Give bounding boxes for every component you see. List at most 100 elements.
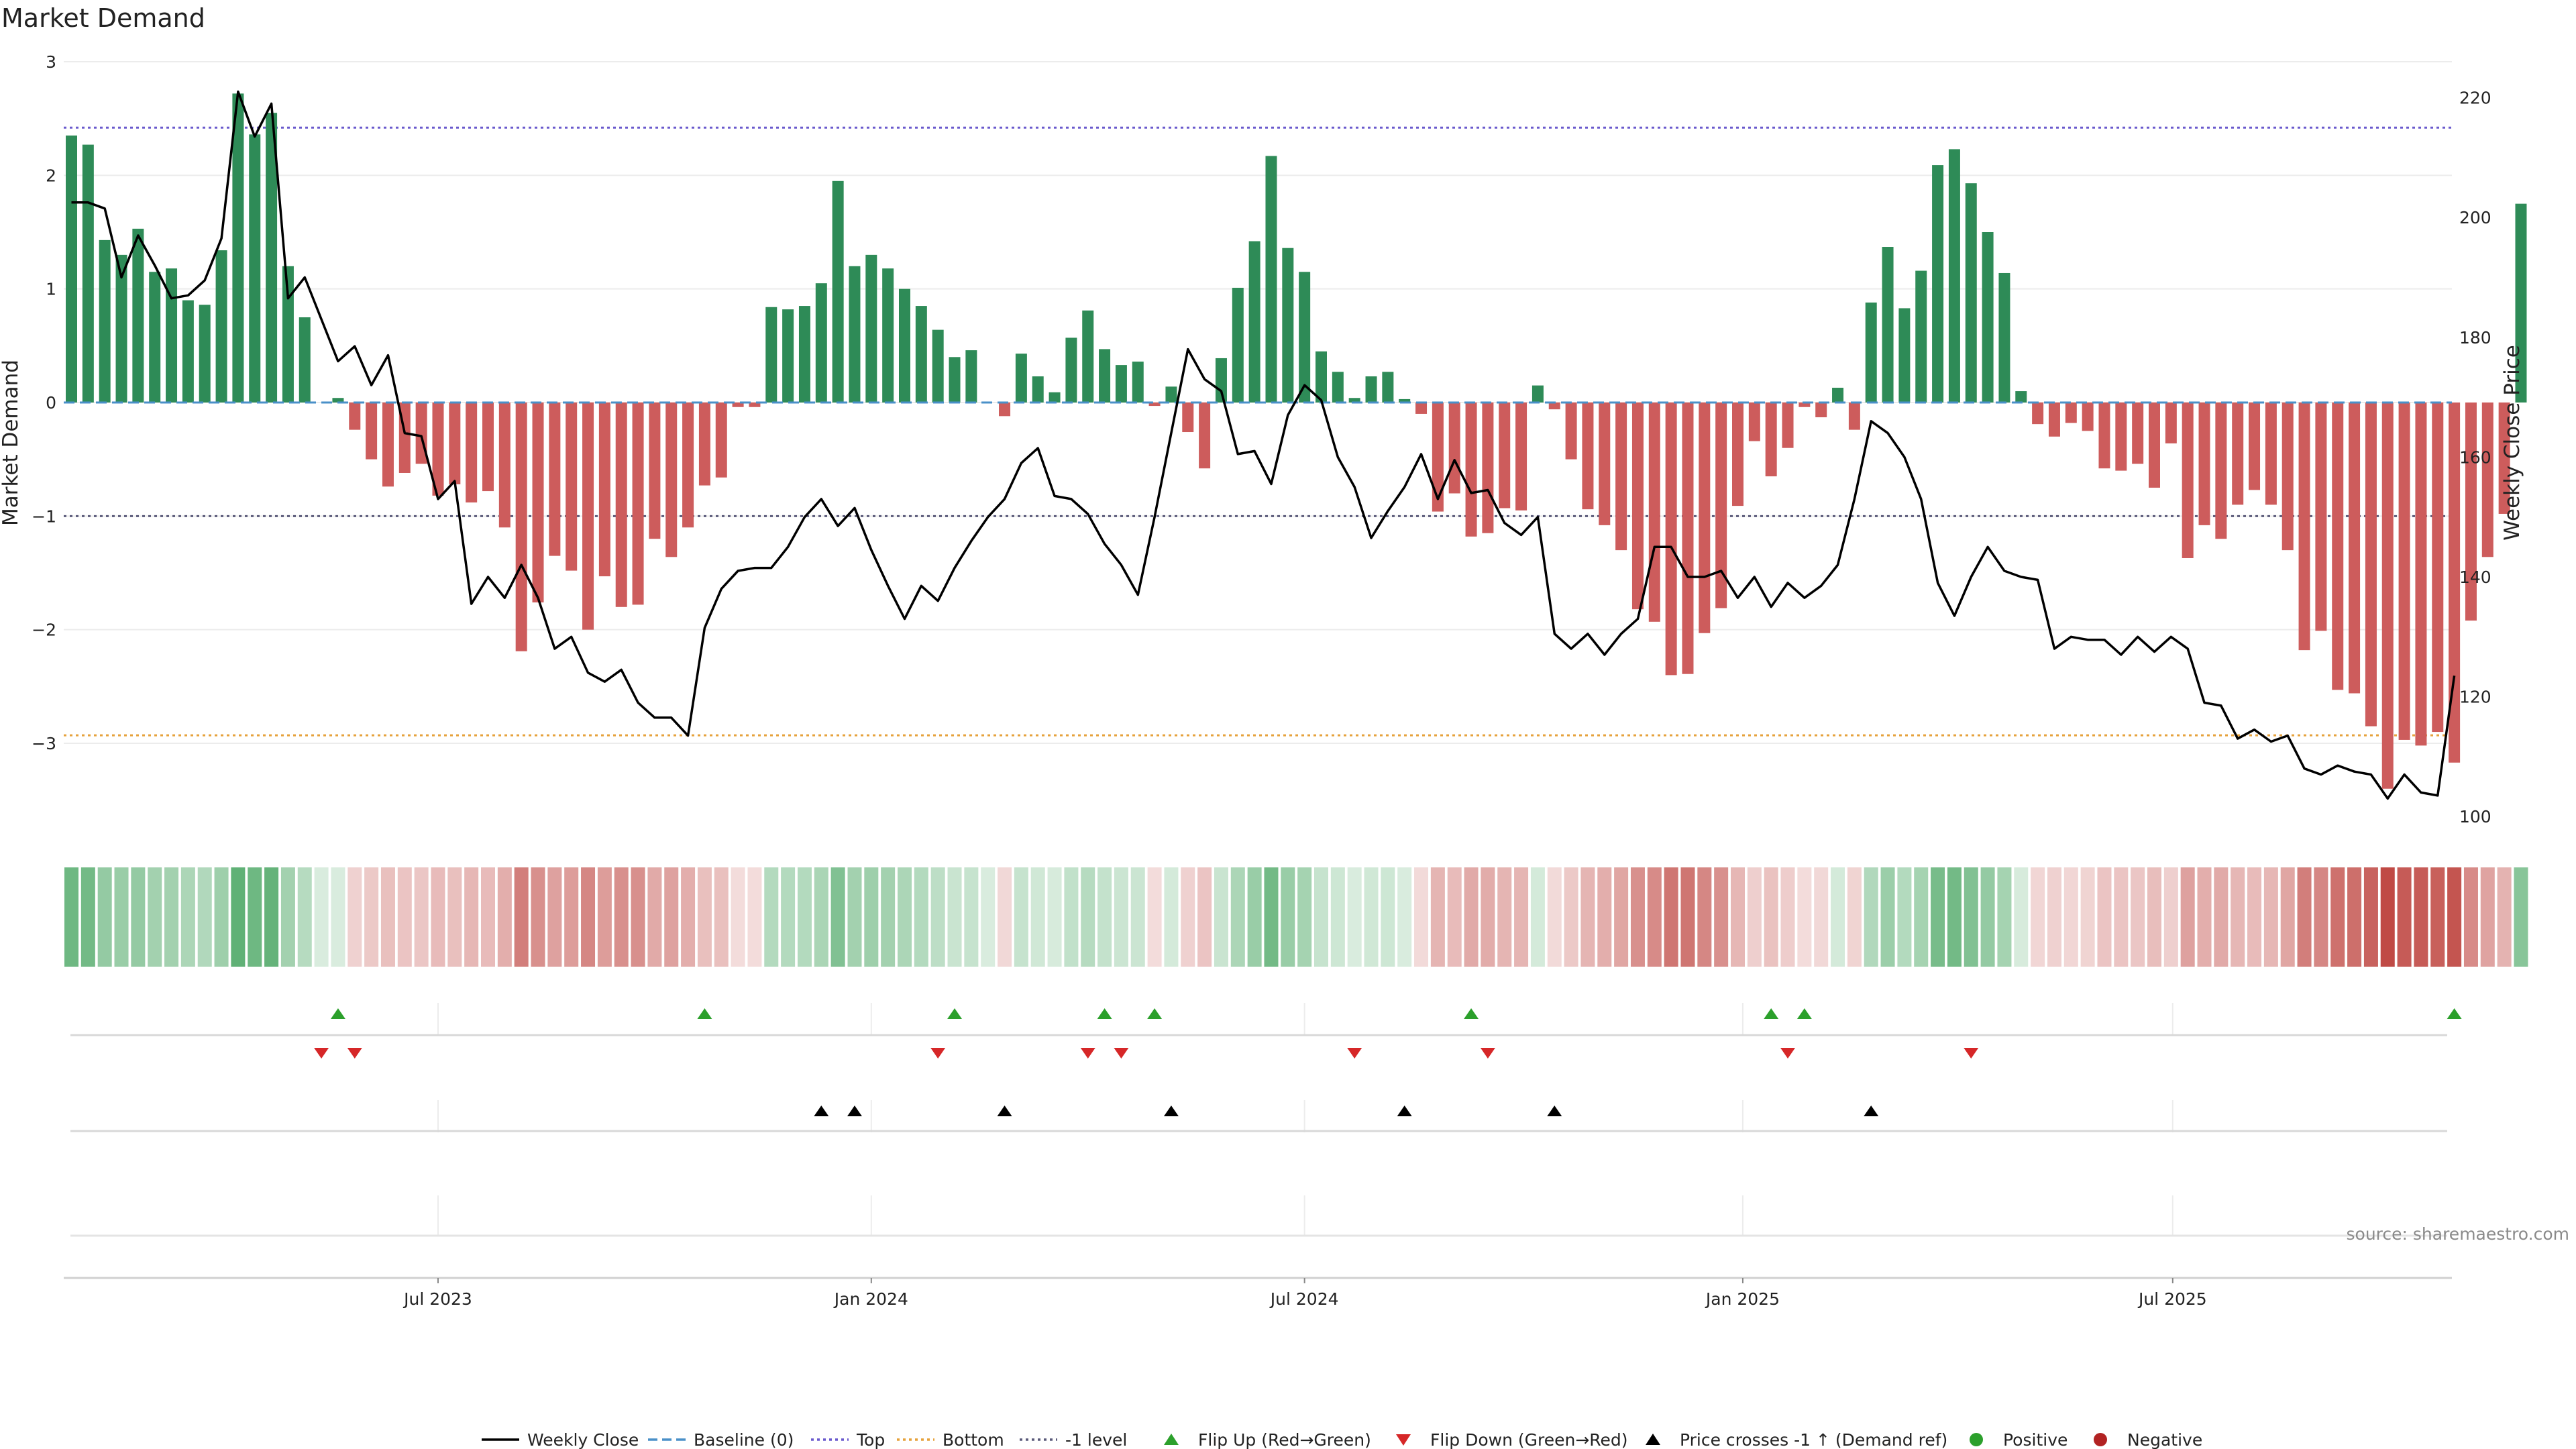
left-tick-label: −2 [32,621,56,640]
gauge-cell [1697,867,1712,967]
demand-bar [1998,272,2010,402]
gauge-cell [1947,867,1962,967]
demand-bar [1248,241,1260,402]
gauge-cell [2014,867,2029,967]
gauge-cell [481,867,495,967]
demand-bar [2398,402,2410,740]
gauge-cell [764,867,779,967]
demand-bar [1148,402,1161,407]
right-tick-label: 220 [2459,89,2491,108]
demand-bar [249,134,261,402]
left-tick-label: 2 [46,166,56,185]
gauge-cell [2163,867,2178,967]
demand-bar [1265,156,1277,402]
gauge-cell [1864,867,1878,967]
gauge-cell [2080,867,2095,967]
gauge-cell [1580,867,1595,967]
gauge-cell [1630,867,1645,967]
gauge-cell [881,867,896,967]
demand-bar [2415,402,2427,746]
event-panels [64,1003,2462,1279]
demand-bar [1932,165,1944,403]
gauge-cell [2231,867,2245,967]
demand-bar [449,402,461,484]
gauge-cell [1814,867,1829,967]
demand-bar [2249,402,2261,490]
demand-bar [1548,402,1560,410]
gauge-cell [1914,867,1929,967]
gauge-cell [2363,867,2378,967]
demand-bar [1748,402,1760,441]
demand-bar [532,402,544,603]
gauge-cell [814,867,828,967]
gauge-cell [80,867,95,967]
gauge-cell [497,867,512,967]
gauge-cell [998,867,1012,967]
demand-bar [1699,402,1711,633]
demand-bar [849,266,861,402]
demand-bar [698,402,710,486]
gauge-cell [1880,867,1895,967]
gauge-cell [514,867,529,967]
demand-bar [1316,351,1327,402]
gauge-cell [1430,867,1445,967]
demand-bar [2465,402,2477,621]
demand-bar [1865,302,1877,402]
demand-bar [2198,402,2210,525]
gauge-cell [314,867,329,967]
x-tick-label: Jan 2024 [833,1289,908,1309]
gauge-cell [2147,867,2161,967]
flip-down-marker [1347,1048,1362,1059]
gauge-cell [964,867,979,967]
gauge-cell [731,867,745,967]
gauge-cell [2263,867,2278,967]
gauge-cell [1931,867,1945,967]
left-tick-label: −3 [32,734,56,753]
gauge-cell [847,867,862,967]
demand-bar [132,228,144,402]
flip-down-marker [1780,1048,1796,1059]
right-axis-label: Weekly Close Price [2500,345,2524,541]
gauge-cell [1030,867,1045,967]
demand-bar [2215,402,2227,539]
demand-bar [382,402,394,487]
x-tick-label: Jul 2024 [1269,1289,1339,1309]
legend-label: -1 level [1065,1430,1127,1449]
demand-bar [2365,402,2377,727]
demand-bar [2132,402,2144,464]
price-cross-marker [814,1106,829,1116]
gauge-cell [180,867,195,967]
gauge-cell [2430,867,2445,967]
demand-bar [2449,402,2461,763]
demand-bar [349,402,361,430]
demand-bar [2065,402,2077,423]
demand-bar [1415,402,1428,414]
demand-bar [949,357,961,402]
gauge-cell [231,867,246,967]
legend-swatch-triangle-up [1646,1434,1660,1445]
demand-bar [2032,402,2044,425]
gauge-cell [1747,867,1762,967]
demand-bar [2498,402,2510,514]
gauge-cell [531,867,545,967]
legend-label: Baseline (0) [694,1430,794,1449]
legend-swatch-triangle-up [1164,1434,1179,1445]
gauge-cell [2114,867,2129,967]
demand-bar [1599,402,1611,525]
demand-bar [2182,402,2194,558]
gauge-cell [1797,867,1812,967]
gauge-cell [981,867,996,967]
demand-bar [2048,402,2060,437]
gauge-cell [364,867,379,967]
gauge-cell [1481,867,1495,967]
demand-bar [332,398,344,402]
demand-bar [2298,402,2310,651]
legend-label: Flip Down (Green→Red) [1430,1430,1628,1449]
demand-bar [2082,402,2094,431]
demand-bar [432,402,444,496]
gauge-cell [1364,867,1379,967]
demand-bar [1665,402,1677,676]
demand-bar [2098,402,2110,469]
demand-bar [1199,402,1211,469]
